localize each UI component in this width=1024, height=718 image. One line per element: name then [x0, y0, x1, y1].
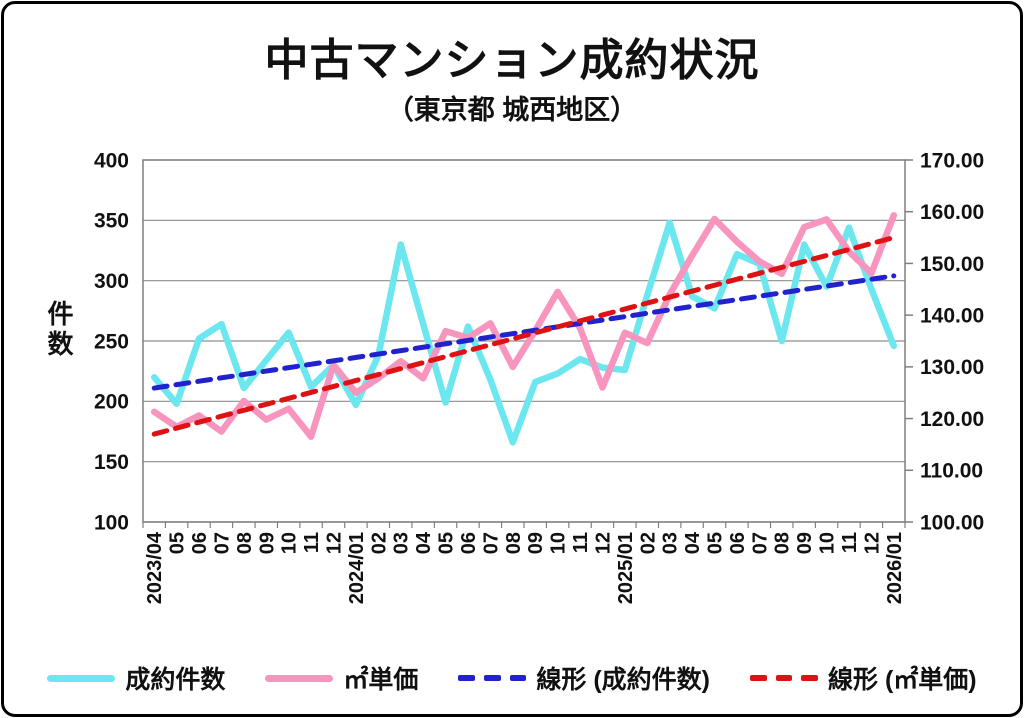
y-axis-right-tick-label: 140.00: [920, 304, 984, 327]
y-axis-left-tick-label: 400: [94, 149, 129, 172]
series-line-2: [151, 273, 897, 391]
x-axis-tick-label: 05: [167, 532, 189, 554]
x-axis-tick-label: 05: [436, 532, 458, 554]
x-axis-tick-label: 11: [301, 532, 323, 553]
y-axis-right-tick-label: 150.00: [920, 253, 984, 276]
y-axis-right-tick-label: 120.00: [920, 408, 984, 431]
x-axis-tick-label: 07: [211, 532, 233, 554]
chart-subtitle: （東京都 城西地区）: [386, 95, 638, 125]
legend-item-2: 線形 (成約件数): [458, 660, 710, 696]
y-axis-left-tick-label: 300: [94, 270, 129, 293]
x-axis-tick-label: 11: [839, 532, 861, 553]
series-line-1: [150, 212, 898, 440]
x-axis-tick-label: 10: [817, 532, 839, 554]
x-axis-tick-label: 03: [391, 532, 413, 554]
y-axis-right-tick-label: 100.00: [920, 511, 984, 534]
series-line-3: [151, 235, 897, 437]
x-axis-tick-label: 05: [705, 532, 727, 554]
x-axis-tick-label: 12: [592, 532, 614, 554]
x-axis-tick-label: 02: [637, 532, 659, 554]
y-axis-left-tick-label: 200: [94, 391, 129, 414]
y-axis-title: 件数: [44, 300, 74, 360]
series-line-0: [150, 219, 898, 446]
legend: 成約件数 ㎡単価 線形 (成約件数) 線形 (㎡単価): [0, 655, 1024, 701]
x-axis-tick-label: 12: [324, 532, 346, 554]
x-axis-tick-label: 07: [480, 532, 502, 554]
x-axis-tick-label: 06: [189, 532, 211, 554]
legend-swatch-0: [47, 674, 116, 682]
x-axis-tick-label: 08: [772, 532, 794, 554]
legend-item-0: 成約件数: [47, 660, 225, 696]
chart-title: 中古マンション成約状況: [264, 36, 760, 85]
legend-swatch-2: [458, 675, 527, 681]
x-axis-tick-label: 12: [861, 532, 883, 554]
x-axis-tick-label: 09: [525, 532, 547, 554]
legend-item-3: 線形 (㎡単価): [750, 660, 977, 696]
legend-swatch-1: [265, 674, 334, 682]
legend-label-3: 線形 (㎡単価): [828, 666, 977, 694]
y-axis-right-tick-label: 110.00: [920, 460, 983, 483]
x-axis-tick-label: 2023/04: [144, 531, 166, 604]
y-axis-right-tick-label: 160.00: [920, 201, 984, 224]
legend-label-0: 成約件数: [125, 666, 226, 694]
y-axis-right-tick-label: 130.00: [920, 356, 984, 379]
y-axis-left-tick-label: 350: [94, 210, 129, 233]
x-axis-tick-label: 06: [727, 532, 749, 554]
x-axis-tick-label: 03: [660, 532, 682, 554]
x-axis-tick-label: 10: [548, 532, 570, 554]
y-axis-left-tick-label: 250: [94, 330, 129, 353]
x-axis-tick-label: 04: [682, 531, 704, 554]
x-axis-tick-label: 11: [570, 532, 592, 553]
x-axis-tick-label: 2024/01: [346, 532, 368, 604]
legend-item-1: ㎡単価: [265, 660, 418, 696]
y-axis-left-tick-label: 100: [94, 511, 129, 534]
x-axis-tick-label: 08: [503, 532, 525, 554]
x-axis-tick-label: 02: [368, 532, 390, 554]
y-axis-right-tick-label: 170.00: [920, 149, 984, 172]
y-axis-left-tick-label: 150: [94, 451, 129, 474]
x-axis-tick-label: 2026/01: [884, 532, 906, 604]
x-axis-tick-label: 04: [413, 531, 435, 554]
x-axis-tick-label: 10: [279, 532, 301, 554]
legend-swatch-3: [750, 675, 819, 681]
x-axis-tick-label: 08: [234, 532, 256, 554]
legend-label-2: 線形 (成約件数): [536, 666, 711, 694]
x-axis-tick-label: 09: [256, 532, 278, 554]
x-axis-tick-label: 09: [794, 532, 816, 554]
x-axis-tick-label: 07: [749, 532, 771, 554]
legend-label-1: ㎡単価: [343, 666, 419, 694]
plot-border: [142, 159, 906, 523]
x-axis-tick-label: 06: [458, 532, 480, 554]
x-axis-tick-label: 2025/01: [615, 532, 637, 604]
